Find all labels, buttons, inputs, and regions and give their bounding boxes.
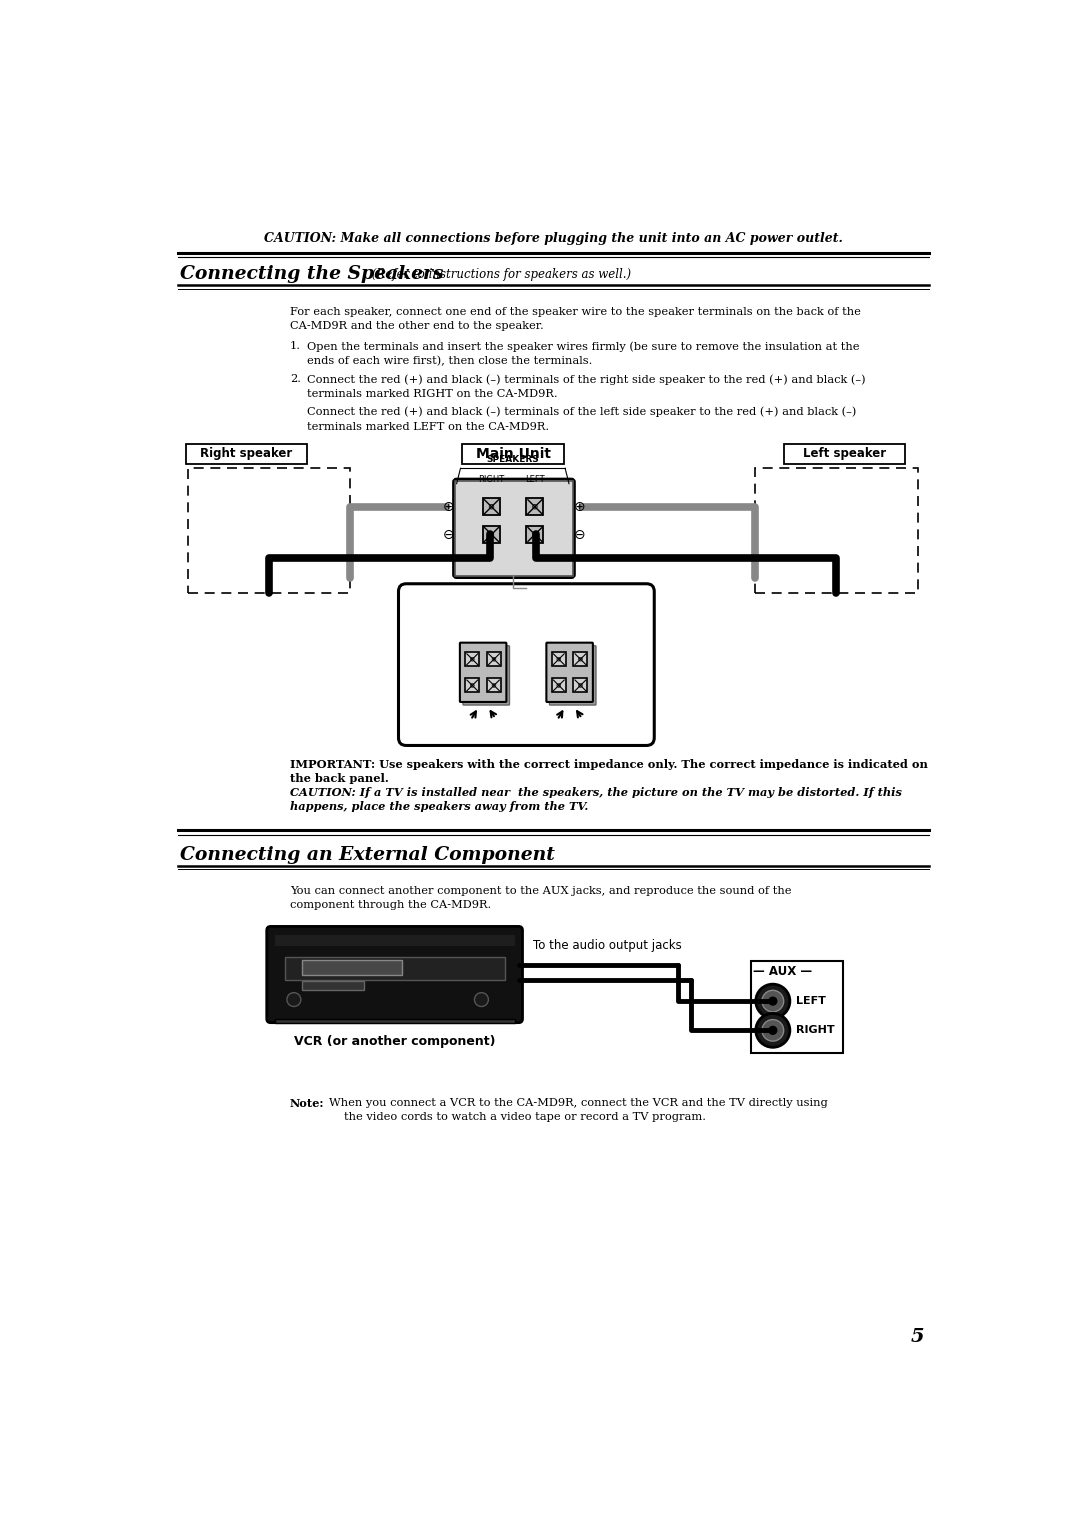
Text: Right speaker: Right speaker	[201, 448, 293, 460]
FancyBboxPatch shape	[462, 443, 565, 463]
Circle shape	[762, 1019, 784, 1041]
Circle shape	[532, 532, 537, 536]
FancyBboxPatch shape	[284, 957, 504, 981]
FancyBboxPatch shape	[526, 498, 543, 515]
Circle shape	[557, 657, 561, 662]
FancyBboxPatch shape	[487, 678, 501, 692]
Text: You can connect another component to the AUX jacks, and reproduce the sound of t: You can connect another component to the…	[291, 886, 792, 911]
FancyBboxPatch shape	[267, 926, 523, 1022]
Text: ⊕: ⊕	[573, 500, 585, 513]
Circle shape	[579, 683, 582, 688]
Circle shape	[768, 996, 778, 1005]
Text: — AUX —: — AUX —	[753, 966, 812, 978]
Text: When you connect a VCR to the CA-MD9R, connect the VCR and the TV directly using: When you connect a VCR to the CA-MD9R, c…	[328, 1099, 827, 1108]
Text: IMPORTANT: Use speakers with the correct impedance only. The correct impedance i: IMPORTANT: Use speakers with the correct…	[291, 759, 928, 770]
Text: the video cords to watch a video tape or record a TV program.: the video cords to watch a video tape or…	[345, 1112, 706, 1122]
Text: RIGHT: RIGHT	[796, 1025, 835, 1036]
Text: CAUTION: If a TV is installed near  the speakers, the picture on the TV may be d: CAUTION: If a TV is installed near the s…	[291, 787, 902, 798]
Text: 2.: 2.	[291, 374, 301, 385]
Text: CAUTION: Make all connections before plugging the unit into an AC power outlet.: CAUTION: Make all connections before plu…	[265, 232, 842, 246]
Circle shape	[471, 657, 474, 662]
Circle shape	[756, 984, 789, 1018]
Text: LEFT: LEFT	[796, 996, 826, 1005]
FancyBboxPatch shape	[552, 652, 566, 666]
Text: LEFT: LEFT	[525, 475, 544, 484]
Text: VCR (or another component): VCR (or another component)	[294, 1036, 496, 1048]
Text: Open the terminals and insert the speaker wires firmly (be sure to remove the in: Open the terminals and insert the speake…	[307, 341, 860, 367]
FancyBboxPatch shape	[454, 480, 575, 578]
Text: Connect the red (+) and black (–) terminals of the left side speaker to the red : Connect the red (+) and black (–) termin…	[307, 406, 856, 431]
Circle shape	[489, 504, 494, 509]
FancyBboxPatch shape	[483, 498, 500, 515]
Text: ⊖: ⊖	[443, 527, 455, 541]
FancyBboxPatch shape	[274, 1019, 515, 1022]
Text: Main Unit: Main Unit	[475, 446, 551, 460]
Text: Note:: Note:	[291, 1099, 324, 1109]
FancyBboxPatch shape	[751, 961, 842, 1053]
FancyBboxPatch shape	[465, 678, 480, 692]
FancyBboxPatch shape	[550, 646, 596, 704]
FancyBboxPatch shape	[552, 678, 566, 692]
Circle shape	[579, 657, 582, 662]
FancyBboxPatch shape	[487, 652, 501, 666]
FancyBboxPatch shape	[301, 981, 364, 990]
Circle shape	[489, 532, 494, 536]
Circle shape	[756, 1013, 789, 1047]
FancyBboxPatch shape	[573, 652, 588, 666]
Text: ⊖: ⊖	[573, 527, 585, 541]
Text: 5: 5	[910, 1328, 924, 1346]
FancyBboxPatch shape	[465, 652, 480, 666]
FancyBboxPatch shape	[755, 468, 918, 593]
Circle shape	[557, 683, 561, 688]
Circle shape	[532, 504, 537, 509]
FancyBboxPatch shape	[301, 960, 403, 975]
Text: Connecting the Speakers: Connecting the Speakers	[180, 266, 443, 283]
Text: For each speaker, connect one end of the speaker wire to the speaker terminals o: For each speaker, connect one end of the…	[291, 307, 861, 332]
FancyBboxPatch shape	[274, 935, 515, 946]
Text: 1.: 1.	[291, 341, 301, 351]
FancyBboxPatch shape	[546, 643, 593, 701]
Text: To the audio output jacks: To the audio output jacks	[532, 940, 681, 952]
Text: ⊕: ⊕	[443, 500, 455, 513]
Text: RIGHT: RIGHT	[478, 475, 504, 484]
Text: Connect the red (+) and black (–) terminals of the right side speaker to the red: Connect the red (+) and black (–) termin…	[307, 374, 866, 399]
Circle shape	[471, 683, 474, 688]
FancyBboxPatch shape	[526, 526, 543, 542]
Circle shape	[492, 683, 496, 688]
Circle shape	[474, 993, 488, 1007]
Text: the back panel.: the back panel.	[291, 773, 389, 784]
Text: happens, place the speakers away from the TV.: happens, place the speakers away from th…	[291, 801, 589, 811]
Text: SPEAKERS: SPEAKERS	[487, 455, 540, 465]
FancyBboxPatch shape	[483, 526, 500, 542]
Text: (Refer to instructions for speakers as well.): (Refer to instructions for speakers as w…	[367, 267, 631, 281]
Text: Left speaker: Left speaker	[804, 448, 887, 460]
Circle shape	[762, 990, 784, 1012]
FancyBboxPatch shape	[463, 646, 510, 704]
Circle shape	[287, 993, 301, 1007]
Circle shape	[768, 1025, 778, 1034]
Text: Connecting an External Component: Connecting an External Component	[180, 847, 555, 863]
FancyBboxPatch shape	[188, 468, 350, 593]
FancyBboxPatch shape	[399, 584, 654, 746]
FancyBboxPatch shape	[460, 643, 507, 701]
FancyBboxPatch shape	[573, 678, 588, 692]
FancyBboxPatch shape	[186, 443, 307, 463]
FancyBboxPatch shape	[784, 443, 905, 463]
Circle shape	[492, 657, 496, 662]
